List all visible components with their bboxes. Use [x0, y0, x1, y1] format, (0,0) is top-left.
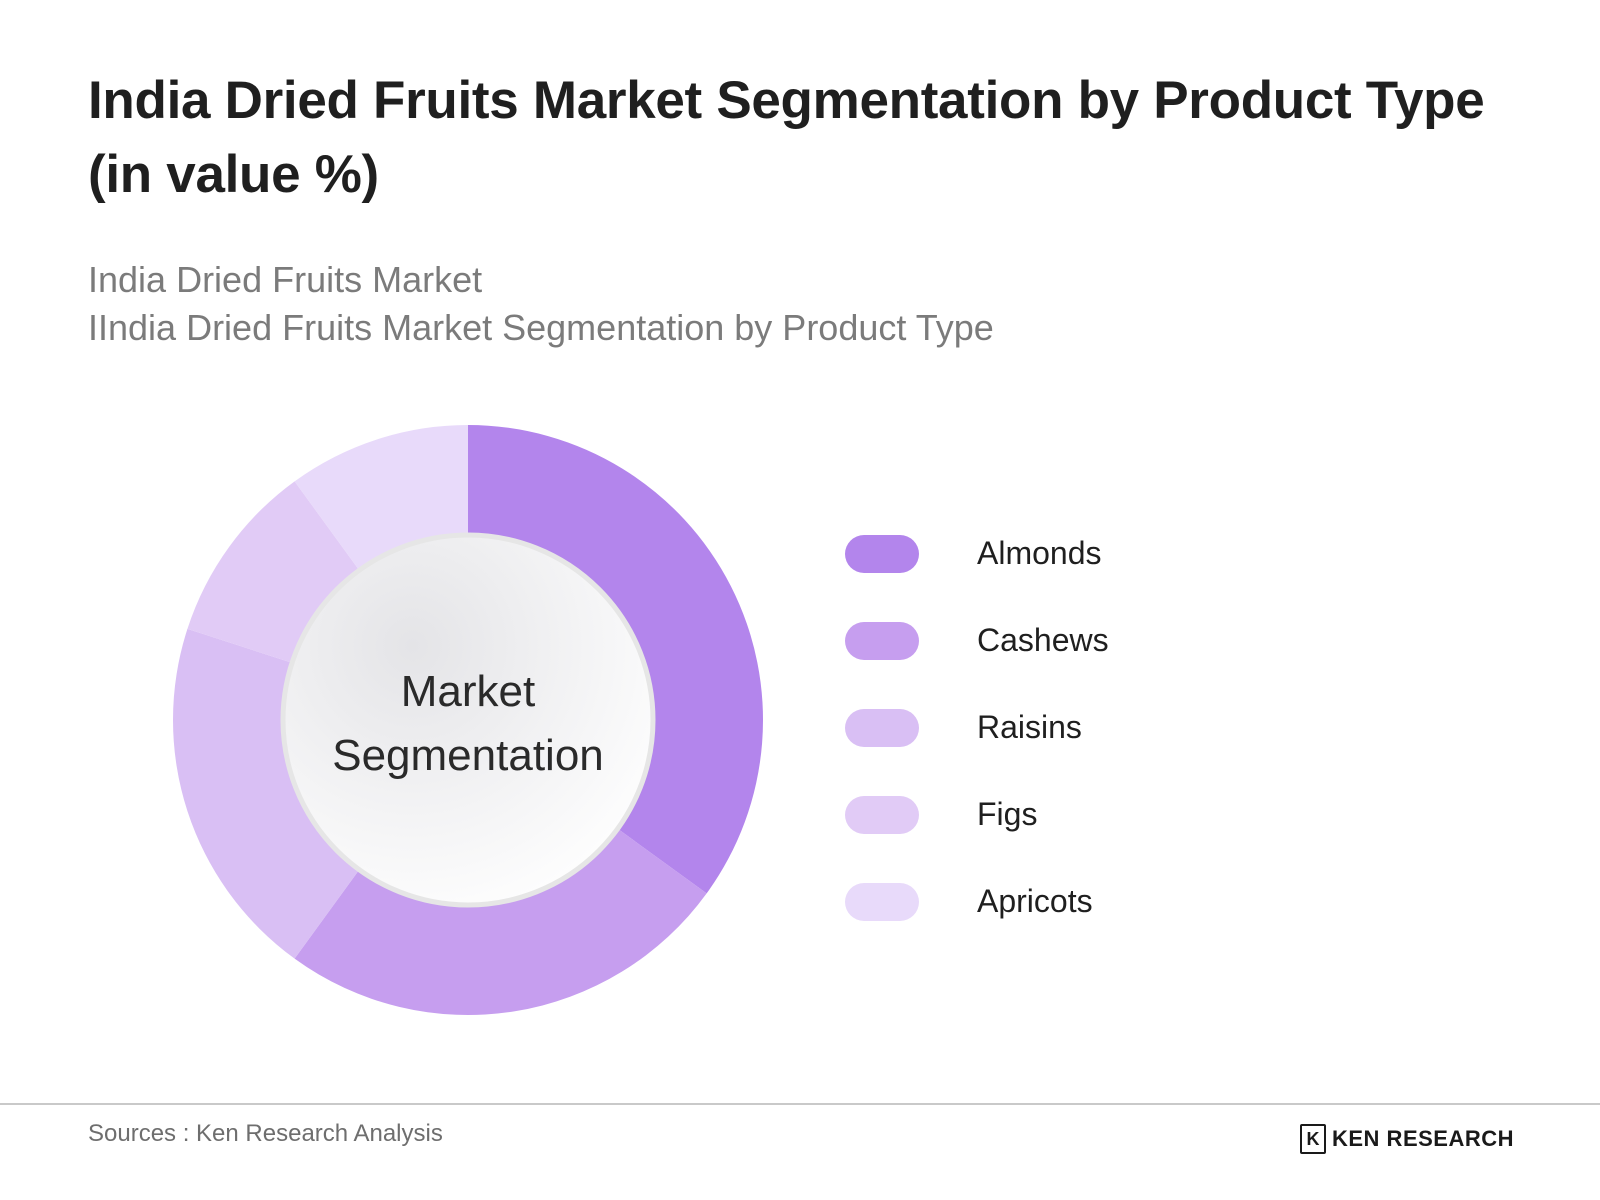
legend-label: Figs	[977, 796, 1038, 832]
donut-slice-raisins	[172, 628, 380, 959]
legend-swatch	[845, 882, 919, 921]
logo-text: KEN RESEARCH	[1332, 1126, 1515, 1151]
legend-swatch	[845, 708, 919, 747]
source-note: Sources : Ken Research Analysis	[88, 1120, 443, 1147]
chart-subtitle: India Dried Fruits Market IIndia Dried F…	[88, 256, 1488, 352]
legend-swatch	[845, 621, 919, 660]
legend-label: Raisins	[977, 709, 1082, 745]
center-label-line-2: Segmentation	[332, 731, 604, 780]
legend-item-cashews: Cashews	[845, 597, 1109, 684]
legend-item-apricots: Apricots	[845, 858, 1109, 945]
footer-divider	[0, 1103, 1600, 1105]
subtitle-line-1: India Dried Fruits Market	[88, 259, 483, 300]
chart-legend: Almonds Cashews Raisins Figs Apricots	[845, 510, 1109, 945]
legend-item-almonds: Almonds	[845, 510, 1109, 597]
center-label-line-1: Market	[400, 667, 536, 716]
subtitle-line-2: IIndia Dried Fruits Market Segmentation …	[88, 307, 994, 348]
logo-mark-icon: K	[1300, 1124, 1326, 1154]
donut-center-disc	[280, 532, 656, 908]
legend-label: Almonds	[977, 535, 1102, 571]
chart-title: India Dried Fruits Market Segmentation b…	[88, 71, 1485, 204]
legend-swatch	[845, 534, 919, 573]
donut-center-label: Market Segmentation	[268, 660, 668, 788]
legend-swatch	[845, 795, 919, 834]
ken-research-logo: K KEN RESEARCH	[1300, 1124, 1514, 1154]
legend-item-figs: Figs	[845, 771, 1109, 858]
legend-item-raisins: Raisins	[845, 684, 1109, 771]
legend-label: Cashews	[977, 622, 1109, 658]
legend-label: Apricots	[977, 883, 1093, 919]
